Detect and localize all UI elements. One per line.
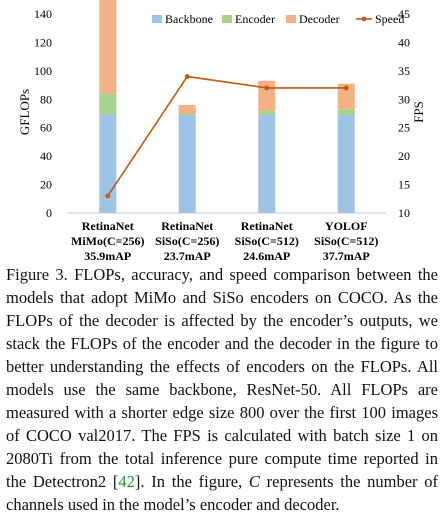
y2-tick-label: 45 [398,7,410,21]
legend-label-backbone: Backbone [165,12,213,26]
speed-line [107,75,347,197]
flops-speed-chart: 0 20 40 60 80 100 120 140 10 15 20 25 30 35 40 45 GFLO… [17,0,426,262]
bar-backbone-1 [178,114,196,213]
y-axis-right: 10 15 20 25 30 35 40 45 [398,7,410,220]
bars [99,0,355,213]
speed-point-2 [264,85,270,91]
caption-label: Figure 3. [6,265,68,284]
y2-tick-label: 10 [398,206,410,220]
y2-tick-label: 35 [398,64,410,78]
category-label-3-2: 37.7mAP [323,249,370,262]
caption-text-1: FLOPs, accuracy, and speed comparison be… [6,265,438,491]
y-tick-label: 120 [34,35,52,49]
bar-encoder-0 [99,93,117,115]
y2-tick-label: 25 [398,121,410,135]
figure-caption: Figure 3. FLOPs, accuracy, and speed com… [6,263,438,516]
bar-decoder-0 [99,0,117,94]
y2-tick-label: 20 [398,149,410,163]
caption-text-2: ]. In the figure, [134,472,249,491]
legend-swatch-decoder [286,15,296,23]
caption-italic-c: C [248,472,260,491]
y-tick-label: 60 [40,121,52,135]
legend-label-decoder: Decoder [299,12,340,26]
y-tick-label: 40 [40,149,52,163]
legend-label-speed: Speed [375,12,404,26]
y-tick-label: 0 [46,206,52,220]
bar-backbone-2 [258,114,276,213]
category-label-0-0: RetinaNet [82,219,134,233]
legend-swatch-backbone [152,15,162,23]
bar-encoder-3 [337,109,355,115]
category-label-1-1: SiSo(C=256) [155,234,219,248]
y2-tick-label: 15 [398,178,410,192]
citation-link[interactable]: 42 [118,472,135,491]
category-label-2-2: 24.6mAP [243,249,290,262]
category-label-2-0: RetinaNet [241,219,293,233]
bar-encoder-2 [258,110,276,115]
category-label-2-1: SiSo(C=512) [235,234,299,248]
legend: Backbone Encoder Decoder Speed [152,12,404,26]
y-axis-left: 0 20 40 60 80 100 120 140 [34,7,52,220]
category-labels: RetinaNetMiMo(C=256)35.9mAPRetinaNetSiSo… [71,219,378,262]
speed-line-series [105,74,349,199]
speed-point-0 [105,193,111,199]
y2-tick-label: 40 [398,35,410,49]
category-label-0-2: 35.9mAP [84,249,131,262]
bar-backbone-3 [337,114,355,213]
category-label-3-1: SiSo(C=512) [314,234,378,248]
y-tick-label: 80 [40,92,52,106]
category-label-1-2: 23.7mAP [164,249,211,262]
y-tick-label: 100 [34,64,52,78]
y2-tick-label: 30 [398,92,410,106]
bar-encoder-1 [178,113,196,115]
y-tick-label: 20 [40,178,52,192]
legend-swatch-encoder [222,15,232,23]
speed-point-3 [343,85,349,91]
category-label-3-0: YOLOF [325,219,368,233]
bar-decoder-1 [178,104,196,114]
y-axis-label: GFLOPs [17,89,32,135]
legend-label-encoder: Encoder [235,12,275,26]
y-tick-label: 140 [34,7,52,21]
bar-decoder-3 [337,83,355,110]
legend-marker-speed [361,16,367,22]
speed-point-1 [184,74,190,79]
category-label-0-1: MiMo(C=256) [71,234,144,248]
category-label-1-0: RetinaNet [161,219,213,233]
y2-axis-label: FPS [411,101,426,123]
bar-decoder-2 [258,80,276,111]
